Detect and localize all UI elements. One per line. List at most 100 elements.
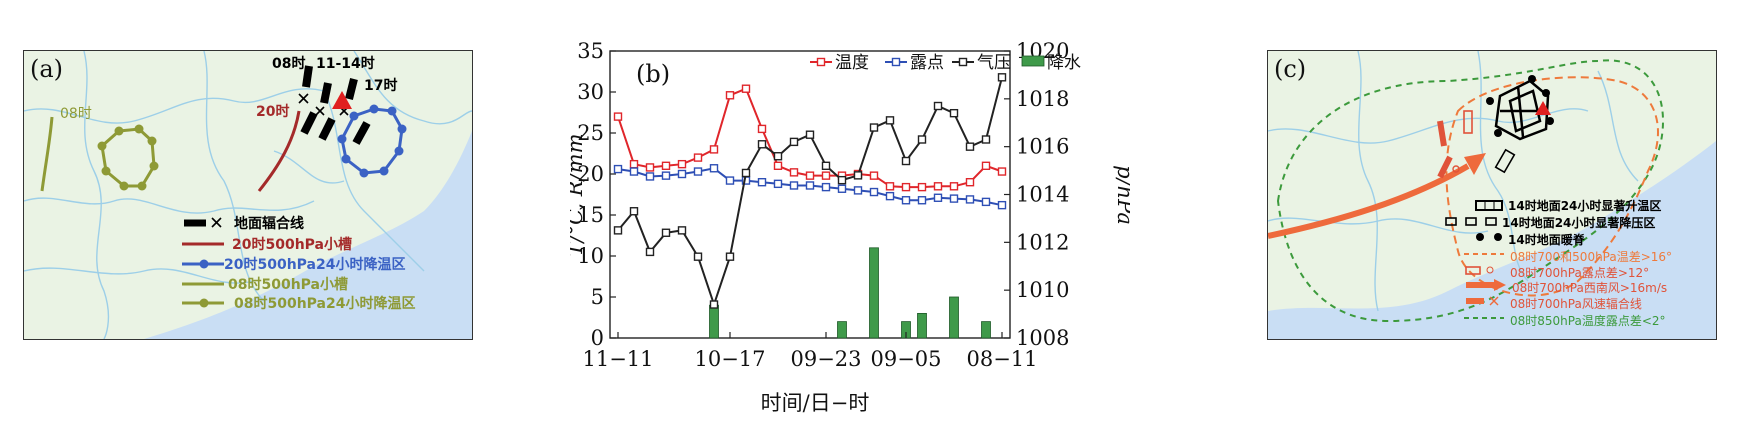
series-point [757,177,767,187]
left-y-axis: 0 5 10 15 20 25 30 35 [577,39,616,350]
series-point [773,179,783,189]
legend-entry: 露点 [910,53,944,73]
series-point [901,196,911,205]
panel-c-map: (c) 14时地面24小时显著升温区 14时地面24小时显著降压区 14时地面暖… [1267,50,1717,340]
surface-convergence-lines [300,65,371,145]
series-point [741,84,751,93]
series-point [821,161,831,171]
series-point [981,197,991,207]
series-point [997,200,1007,210]
legend-c-sw-wind: 08时700hPa西南风>16m/s [1512,281,1668,295]
series-point [725,252,735,261]
series-point [997,73,1007,82]
series-point [725,91,735,100]
series-point [917,196,927,205]
x-axis-label: 时间/日−时 [761,391,870,415]
series-point [837,184,847,193]
y-left-tick-label: 25 [577,121,604,145]
series-point [869,171,879,180]
series-point [613,112,623,121]
series-point [981,135,991,144]
series-point [885,182,895,191]
series-lines [613,73,1007,309]
precip-bar [949,296,959,339]
x-tick-label: 08−11 [966,347,1037,371]
series-point [613,226,623,235]
series-point [741,168,751,178]
y-left-axis-label: T/°C, R/mm [570,134,587,257]
series-point [949,194,959,203]
series-point [645,247,655,257]
trough-20 [257,110,301,192]
y-left-tick-label: 30 [577,80,604,104]
plot-area-frame [609,50,1011,339]
series-point [789,181,799,190]
series-point [677,169,687,179]
series-point [661,171,671,180]
series-point [677,159,687,169]
series-point [805,130,815,139]
precip-bar [869,247,879,339]
legend-precip-swatch [1021,55,1045,67]
series-point [677,226,687,235]
legend-c-850-dewpoint: 08时850hPa温度露点差<2° [1510,314,1666,328]
y-right-axis-label: p/hPa [1113,165,1130,225]
trough-08-left [40,116,54,192]
panel-a-map-drawing [24,51,472,339]
series-point [965,177,975,187]
wind-convergence-1 [1437,120,1447,147]
series-point [709,300,719,309]
series-point [933,193,943,202]
y-right-tick-label: 1008 [1016,326,1069,350]
series-point [837,175,847,185]
series-point [949,182,959,191]
series-point [693,153,703,162]
series-point [821,182,831,192]
map-label-08-top: 08时 [272,56,306,72]
series-point [933,101,943,111]
x-tick-label: 09−05 [870,347,941,371]
panel-c-map-drawing [1268,51,1716,339]
series-point [757,140,767,149]
legend-a-cool-08: 08时500hPa24小时降温区 [234,296,416,312]
series-point [661,228,671,237]
series-point [661,161,671,171]
series-point [997,167,1007,176]
legend-b: 温度 露点 气压 降水 [810,53,1081,73]
legend-a-trough-08: 08时500hPa小槽 [228,277,349,293]
series-point [693,167,703,176]
legend-c-warming: 14时地面24小时显著升温区 [1508,199,1662,213]
precip-bar [917,312,927,339]
cooling-zone-20 [337,104,407,178]
legend-entry: 降水 [1047,53,1081,73]
series-point [709,164,719,173]
legend-c-dewpoint-diff: 08时700hPa露点差>12° [1510,266,1650,280]
y-left-tick-label: 35 [577,39,604,63]
red-triangle-marker [332,91,352,109]
series-point [917,135,927,144]
legend-c-temp-diff: 08时700和500hPa温差>16° [1510,250,1673,264]
y-right-tick-label: 1014 [1016,183,1069,207]
series-point [869,123,879,132]
precip-bar [981,321,991,339]
series-point [901,156,911,166]
y-right-tick-label: 1010 [1016,278,1069,302]
dewpoint-850-zone [1276,59,1665,323]
legend-c-warm-ridge: 14时地面暖脊 [1508,233,1585,247]
cooling-zone-08 [97,124,159,191]
map-label-20: 20时 [256,104,290,120]
sea-area-c [1268,141,1716,339]
series-point [965,142,975,151]
series-point [645,172,655,181]
series-point [917,182,927,192]
series-point [981,161,991,171]
temp-diff-zone [1445,76,1659,297]
x-tick-label: 10−17 [694,347,765,371]
sw-wind-arrow [1268,163,1470,239]
series-point [629,167,639,176]
series-point [789,168,799,177]
series-point [757,124,767,134]
precip-bar [709,304,719,339]
legend-c-pressure-drop: 14时地面24小时显著降压区 [1502,216,1656,230]
